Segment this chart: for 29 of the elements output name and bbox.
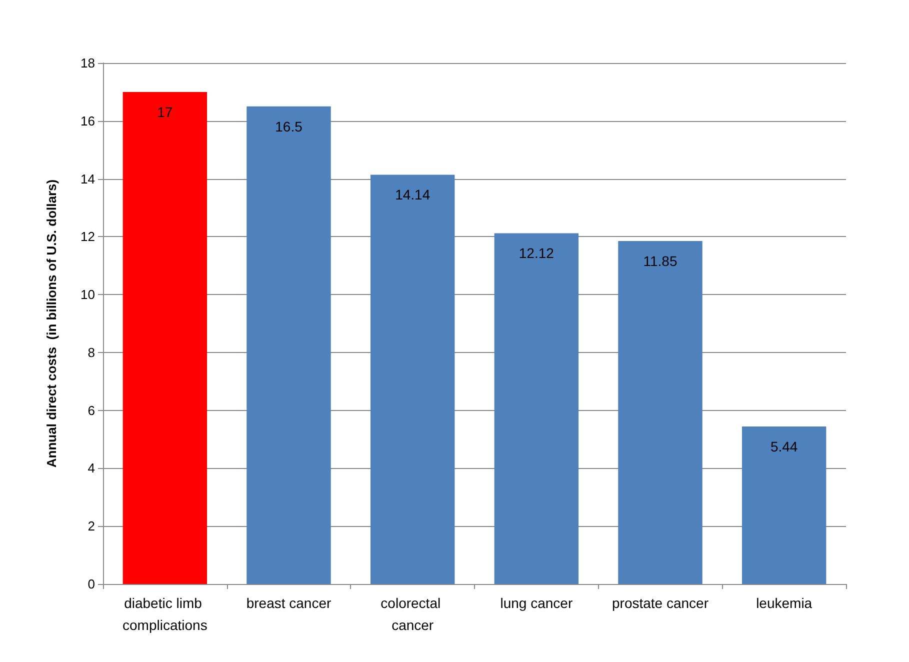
data-label: 5.44: [770, 438, 798, 455]
y-tick-label: 6: [88, 402, 95, 418]
bar: [618, 241, 702, 584]
y-axis-title: Annual direct costs (in billions of U.S. dollars): [44, 179, 59, 468]
y-tick-label: 16: [80, 113, 95, 128]
x-tick-label: prostate cancer: [612, 595, 709, 611]
x-tick-label: breast cancer: [246, 595, 332, 611]
bar: [494, 233, 579, 584]
bar: [246, 106, 331, 584]
data-label: 14.14: [395, 186, 430, 203]
data-label: 17: [157, 104, 173, 120]
bar: [370, 174, 455, 584]
x-tick-label: lung cancer: [500, 595, 573, 611]
x-tick-label: colorectal cancer: [380, 595, 444, 633]
y-tick-label: 18: [80, 56, 95, 70]
y-tick-label: 0: [88, 576, 95, 592]
bar: [122, 92, 208, 584]
y-tick-label: 2: [88, 518, 95, 534]
y-tick-label: 8: [88, 344, 95, 360]
data-label: 11.85: [643, 253, 678, 270]
bar: [742, 426, 826, 584]
y-tick-label: 4: [88, 460, 95, 476]
y-tick-label: 10: [80, 287, 95, 302]
y-tick-label: 14: [80, 171, 95, 186]
y-tick-label: 12: [80, 229, 95, 244]
x-tick-label: leukemia: [756, 595, 812, 611]
x-tick-label: diabetic limb complications: [122, 595, 208, 633]
data-label: 16.5: [275, 118, 303, 134]
data-label: 12.12: [518, 245, 554, 262]
